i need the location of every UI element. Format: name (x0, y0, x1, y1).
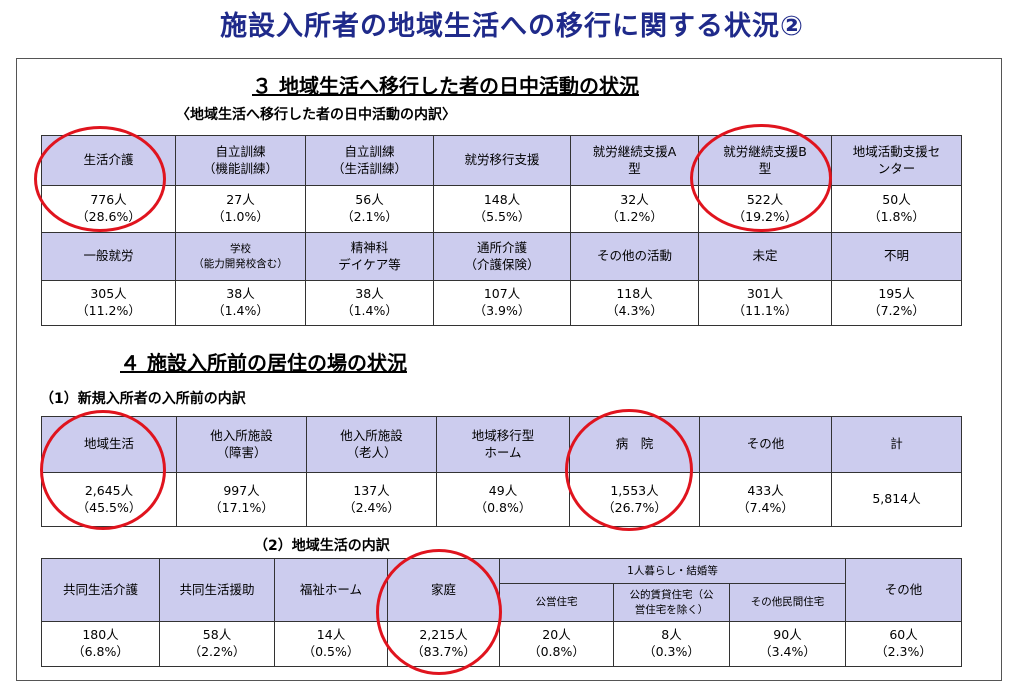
table-row: 305人 （11.2%） 38人 （1.4%） 38人 （1.4%） 107人 … (41, 280, 962, 326)
value-cell: 32人 （1.2%） (570, 185, 699, 233)
value-cell: 27人 （1.0%） (175, 185, 306, 233)
header-cell: 自立訓練 （機能訓練） (175, 135, 306, 186)
header-cell: 共同生活介護 (41, 558, 160, 622)
header-cell: 1人暮らし・結婚等 (498, 558, 847, 584)
header-cell: 共同生活援助 (159, 558, 275, 622)
value-cell: 49人 （0.8%） (436, 472, 570, 527)
table-row: 生活介護 自立訓練 （機能訓練） 自立訓練 （生活訓練） 就労移行支援 就労継続… (41, 135, 962, 186)
table-row: 共同生活介護 共同生活援助 福祉ホーム 家庭 1人暮らし・結婚等 その他 (41, 558, 963, 622)
table-row: 776人 （28.6%） 27人 （1.0%） 56人 （2.1%） 148人 … (41, 185, 962, 233)
header-cell: 他入所施設 （障害） (176, 416, 307, 473)
section3-subtitle: 〈地域生活へ移行した者の日中活動の内訳〉 (176, 107, 456, 123)
value-cell: 60人 （2.3%） (845, 621, 963, 667)
section4-sub2: （2）地域生活の内訳 (254, 538, 390, 554)
value-cell: 776人 （28.6%） (41, 185, 176, 233)
table-row: 2,645人 （45.5%） 997人 （17.1%） 137人 （2.4%） … (41, 472, 962, 527)
value-cell: 137人 （2.4%） (306, 472, 437, 527)
value-cell: 14人 （0.5%） (274, 621, 388, 667)
header-cell: 一般就労 (41, 232, 176, 281)
value-cell: 56人 （2.1%） (305, 185, 434, 233)
pre-admission-table: 地域生活 他入所施設 （障害） 他入所施設 （老人） 地域移行型 ホーム 病 院… (41, 416, 962, 527)
day-activity-table: 生活介護 自立訓練 （機能訓練） 自立訓練 （生活訓練） 就労移行支援 就労継続… (41, 135, 962, 326)
header-cell: 病 院 (569, 416, 700, 473)
value-cell: 148人 （5.5%） (433, 185, 571, 233)
page-title: 施設入所者の地域生活への移行に関する状況② (220, 11, 804, 42)
value-cell: 305人 （11.2%） (41, 280, 176, 326)
community-life-table: 共同生活介護 共同生活援助 福祉ホーム 家庭 1人暮らし・結婚等 その他 公営住… (41, 558, 963, 667)
value-cell: 107人 （3.9%） (433, 280, 571, 326)
header-cell: 地域活動支援セ ンター (831, 135, 962, 186)
header-cell: 精神科 デイケア等 (305, 232, 434, 281)
header-cell: 他入所施設 （老人） (306, 416, 437, 473)
header-cell: 学校 （能力開発校含む） (175, 232, 306, 281)
value-cell: 180人 （6.8%） (41, 621, 160, 667)
value-cell: 58人 （2.2%） (159, 621, 275, 667)
header-cell: 不明 (831, 232, 962, 281)
value-cell: 38人 （1.4%） (305, 280, 434, 326)
section4-sub1: （1）新規入所者の入所前の内訳 (40, 391, 246, 407)
value-cell: 8人 （0.3%） (613, 621, 730, 667)
subheader-cell: 公営住宅 (499, 583, 614, 622)
header-cell: 福祉ホーム (274, 558, 388, 622)
value-cell: 38人 （1.4%） (175, 280, 306, 326)
value-cell: 2,645人 （45.5%） (41, 472, 177, 527)
value-cell: 118人 （4.3%） (570, 280, 699, 326)
subheader-cell: その他民間住宅 (728, 583, 847, 622)
value-cell: 522人 （19.2%） (698, 185, 832, 233)
header-cell: その他 (845, 558, 963, 622)
header-cell: 計 (831, 416, 962, 473)
table-row: 地域生活 他入所施設 （障害） 他入所施設 （老人） 地域移行型 ホーム 病 院… (41, 416, 962, 473)
value-cell: 195人 （7.2%） (831, 280, 962, 326)
value-cell: 2,215人 （83.7%） (387, 621, 500, 667)
value-cell: 90人 （3.4%） (728, 621, 847, 667)
header-cell: 就労継続支援B 型 (698, 135, 832, 186)
header-cell: 就労継続支援A 型 (570, 135, 699, 186)
value-cell: 50人 （1.8%） (831, 185, 962, 233)
table-row: 180人 （6.8%） 58人 （2.2%） 14人 （0.5%） 2,215人… (41, 621, 963, 667)
value-cell: 997人 （17.1%） (176, 472, 307, 527)
header-cell: その他 (699, 416, 832, 473)
header-cell: 未定 (698, 232, 832, 281)
header-cell: 自立訓練 （生活訓練） (305, 135, 434, 186)
value-cell: 433人 （7.4%） (699, 472, 832, 527)
content-frame (16, 58, 1002, 681)
value-cell: 301人 （11.1%） (698, 280, 832, 326)
header-cell: 地域移行型 ホーム (436, 416, 570, 473)
header-cell: 就労移行支援 (433, 135, 571, 186)
header-cell: 生活介護 (41, 135, 176, 186)
subheader-cell: 公的賃貸住宅（公 営住宅を除く） (613, 583, 730, 622)
header-cell: 通所介護 （介護保険） (433, 232, 571, 281)
header-cell: 地域生活 (41, 416, 177, 473)
header-cell: 家庭 (387, 558, 500, 622)
section4-title: ４ 施設入所前の居住の場の状況 (120, 351, 407, 375)
header-cell: その他の活動 (570, 232, 699, 281)
table-row: 一般就労 学校 （能力開発校含む） 精神科 デイケア等 通所介護 （介護保険） … (41, 232, 962, 281)
value-cell: 20人 （0.8%） (499, 621, 614, 667)
value-cell: 1,553人 （26.7%） (569, 472, 700, 527)
section3-title: ３ 地域生活へ移行した者の日中活動の状況 (252, 74, 639, 98)
value-cell: 5,814人 (831, 472, 962, 527)
